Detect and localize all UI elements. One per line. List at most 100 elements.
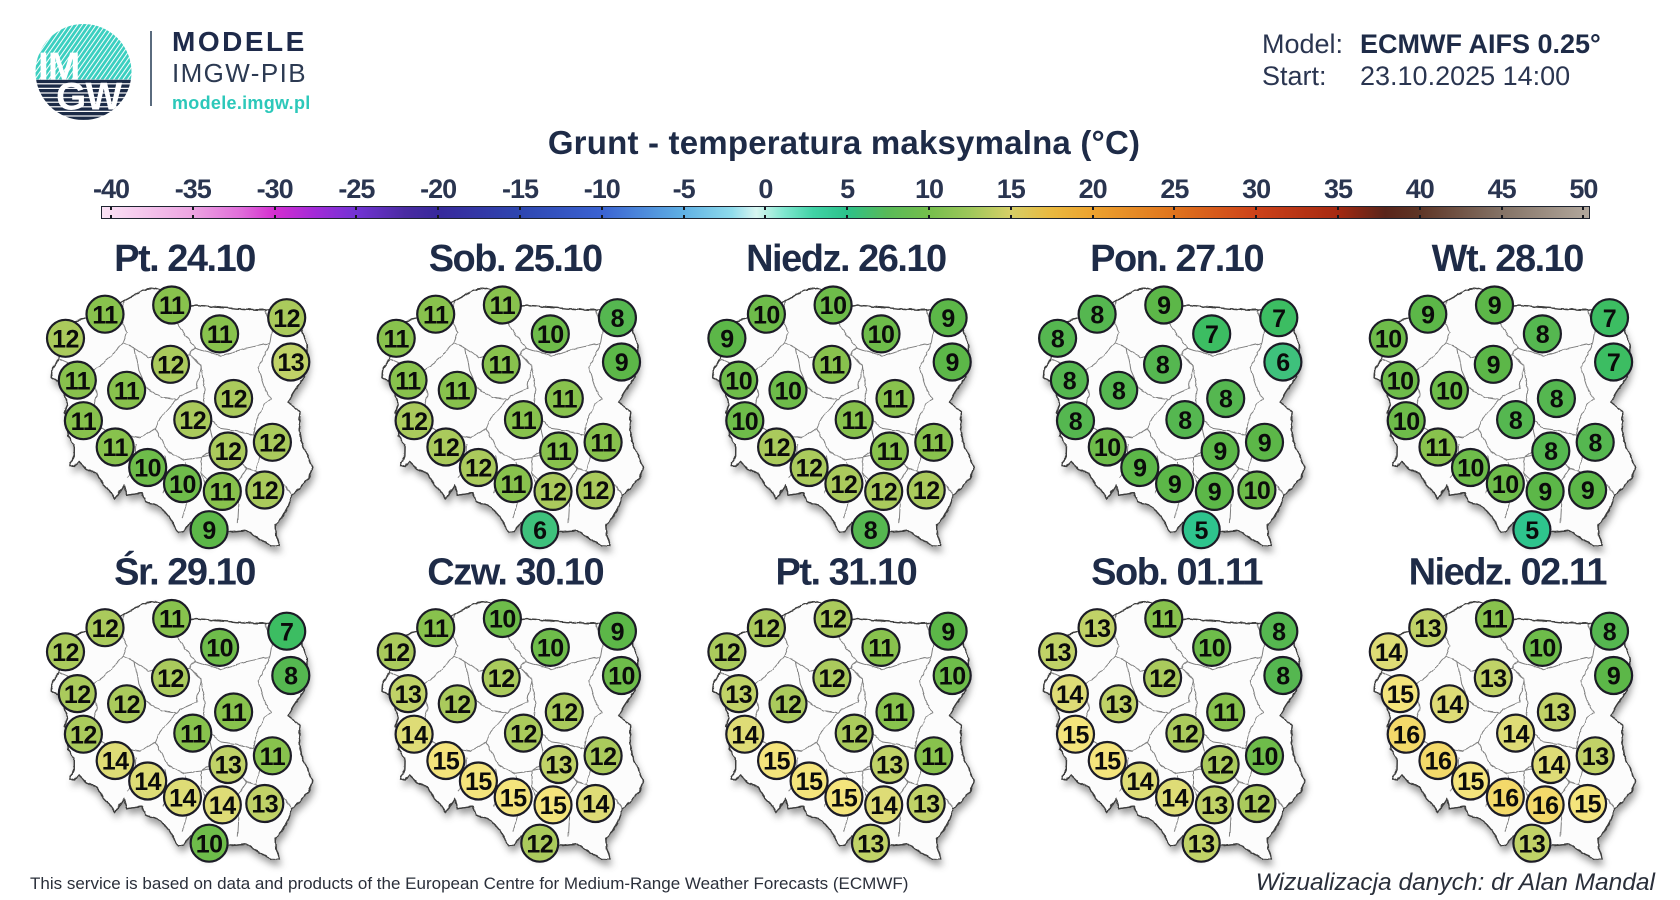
svg-text:10: 10 [1375,326,1402,354]
svg-text:14: 14 [134,768,161,796]
svg-text:14: 14 [1375,639,1402,667]
svg-text:12: 12 [713,639,740,667]
svg-text:14: 14 [1161,784,1188,812]
svg-text:Sob. 01.11: Sob. 01.11 [1091,552,1263,594]
svg-text:14: 14 [870,792,897,820]
svg-text:Sob. 25.10: Sob. 25.10 [429,238,602,280]
svg-text:8: 8 [864,517,878,545]
svg-text:10: 10 [537,321,564,349]
svg-text:11: 11 [207,321,233,349]
svg-text:7: 7 [1603,305,1616,333]
svg-text:10: 10 [753,301,780,329]
svg-text:12: 12 [526,830,553,858]
svg-text:12: 12 [52,639,79,667]
svg-text:15: 15 [830,784,857,812]
svg-text:12: 12 [157,665,184,693]
svg-text:12: 12 [64,681,91,709]
svg-text:14: 14 [1436,691,1463,719]
svg-text:8: 8 [284,663,298,691]
svg-text:Pon. 27.10: Pon. 27.10 [1090,238,1263,280]
svg-text:11: 11 [1425,434,1451,462]
svg-text:10: 10 [1243,477,1270,505]
svg-text:14: 14 [1056,681,1083,709]
svg-text:15: 15 [540,792,567,820]
svg-text:13: 13 [277,349,304,377]
svg-text:12: 12 [753,615,780,643]
svg-text:12: 12 [92,615,119,643]
svg-text:10: 10 [537,635,564,663]
svg-text:12: 12 [775,691,802,719]
svg-text:Pt. 24.10: Pt. 24.10 [114,238,255,280]
svg-text:15: 15 [432,748,459,776]
svg-text:12: 12 [582,477,609,505]
svg-text:11: 11 [71,408,97,436]
svg-text:11: 11 [882,386,908,414]
svg-text:13: 13 [1188,830,1215,858]
svg-text:13: 13 [1480,665,1507,693]
svg-text:9: 9 [1421,301,1434,329]
svg-text:11: 11 [221,699,247,727]
svg-text:10: 10 [1457,455,1484,483]
svg-text:Niedz. 26.10: Niedz. 26.10 [746,238,946,280]
svg-text:11: 11 [546,438,572,466]
svg-text:11: 11 [260,743,286,771]
svg-text:12: 12 [70,721,97,749]
svg-text:Wt. 28.10: Wt. 28.10 [1432,238,1584,280]
svg-text:9: 9 [1488,292,1501,320]
svg-text:12: 12 [401,408,428,436]
svg-text:12: 12 [818,665,845,693]
svg-text:14: 14 [169,784,196,812]
svg-text:9: 9 [202,517,215,545]
svg-text:7: 7 [1272,305,1285,333]
svg-text:7: 7 [1205,321,1218,349]
svg-text:5: 5 [1525,517,1539,545]
svg-text:11: 11 [383,326,409,354]
svg-text:10: 10 [775,378,802,406]
svg-text:14: 14 [209,792,236,820]
svg-text:9: 9 [1133,455,1146,483]
svg-text:15: 15 [500,784,527,812]
svg-text:Pt. 31.10: Pt. 31.10 [776,552,917,594]
svg-text:10: 10 [939,663,966,691]
svg-text:11: 11 [488,352,514,380]
svg-text:11: 11 [210,479,236,507]
svg-text:7: 7 [1607,349,1620,377]
svg-text:8: 8 [1112,378,1126,406]
svg-text:11: 11 [882,699,908,727]
svg-text:9: 9 [615,349,628,377]
svg-text:Śr. 29.10: Śr. 29.10 [114,550,255,594]
svg-text:9: 9 [720,326,733,354]
svg-text:13: 13 [215,752,242,780]
svg-text:15: 15 [1387,681,1414,709]
svg-text:11: 11 [395,367,421,395]
svg-text:13: 13 [725,681,752,709]
svg-text:11: 11 [500,471,526,499]
svg-text:11: 11 [92,301,118,329]
svg-text:11: 11 [1213,699,1239,727]
svg-text:12: 12 [870,479,897,507]
svg-text:12: 12 [215,438,242,466]
svg-text:11: 11 [921,743,947,771]
svg-text:11: 11 [445,378,471,406]
svg-text:8: 8 [1536,321,1550,349]
svg-text:10: 10 [1198,635,1225,663]
svg-text:11: 11 [1482,606,1508,634]
svg-text:12: 12 [432,434,459,462]
svg-text:14: 14 [1502,720,1529,748]
svg-text:15: 15 [1457,768,1484,796]
svg-text:10: 10 [608,663,635,691]
svg-text:10: 10 [134,455,161,483]
svg-text:15: 15 [1574,791,1601,819]
svg-text:12: 12 [841,720,868,748]
svg-text:11: 11 [841,407,867,435]
svg-text:11: 11 [921,430,947,458]
svg-text:6: 6 [533,517,546,545]
svg-text:12: 12 [1171,720,1198,748]
svg-text:IM: IM [38,46,79,89]
svg-text:15: 15 [465,768,492,796]
svg-text:9: 9 [1581,477,1594,505]
svg-text:11: 11 [423,301,449,329]
svg-text:10: 10 [868,321,895,349]
svg-text:8: 8 [1051,326,1065,354]
svg-text:11: 11 [114,378,140,406]
